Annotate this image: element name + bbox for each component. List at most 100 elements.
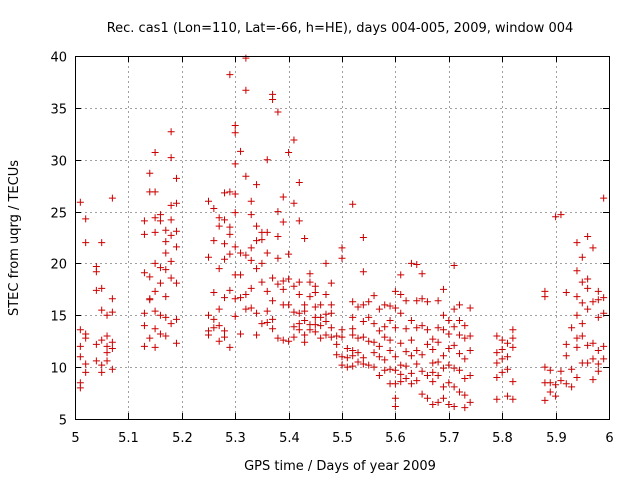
data-point xyxy=(375,353,383,361)
data-point xyxy=(82,360,90,368)
data-point xyxy=(594,313,602,321)
data-point xyxy=(493,374,501,382)
data-point xyxy=(237,294,245,302)
data-point xyxy=(76,326,84,334)
data-point xyxy=(140,269,148,277)
data-point xyxy=(418,270,426,278)
data-point xyxy=(450,403,458,411)
data-point xyxy=(338,333,346,341)
data-point xyxy=(509,334,517,342)
data-point xyxy=(573,311,581,319)
data-point xyxy=(221,189,229,197)
data-point xyxy=(391,353,399,361)
data-point xyxy=(439,364,447,372)
data-point xyxy=(231,295,239,303)
data-point xyxy=(455,301,463,309)
data-point xyxy=(359,318,367,326)
data-point xyxy=(242,54,250,62)
data-point xyxy=(541,293,549,301)
data-point xyxy=(504,353,512,361)
x-tick-label: 5.8 xyxy=(492,431,513,446)
data-point xyxy=(450,305,458,313)
data-point xyxy=(146,334,154,342)
data-point xyxy=(498,346,506,354)
data-point xyxy=(450,262,458,270)
data-point xyxy=(210,204,218,212)
data-point xyxy=(423,394,431,402)
data-point xyxy=(98,336,106,344)
data-point xyxy=(386,316,394,324)
data-point xyxy=(584,284,592,292)
data-point xyxy=(167,320,175,328)
data-point xyxy=(573,334,581,342)
data-point xyxy=(301,235,309,243)
data-point xyxy=(263,156,271,164)
data-point xyxy=(247,256,255,264)
data-point xyxy=(434,371,442,379)
data-point xyxy=(391,366,399,374)
data-point xyxy=(402,375,410,383)
data-point xyxy=(455,388,463,396)
data-point xyxy=(349,362,357,370)
data-point xyxy=(317,301,325,309)
data-point xyxy=(429,335,437,343)
data-point xyxy=(429,368,437,376)
data-point xyxy=(557,211,565,219)
data-point xyxy=(573,267,581,275)
data-point xyxy=(413,324,421,332)
data-point xyxy=(156,264,164,272)
data-point xyxy=(167,201,175,209)
data-point xyxy=(418,390,426,398)
data-point xyxy=(327,301,335,309)
data-point xyxy=(439,394,447,402)
data-point xyxy=(253,331,261,339)
data-point xyxy=(600,309,608,317)
data-point xyxy=(205,331,212,339)
data-point xyxy=(413,347,421,355)
data-point xyxy=(338,254,346,262)
data-point xyxy=(397,291,405,299)
data-point xyxy=(253,222,261,230)
data-point xyxy=(359,301,367,309)
data-point xyxy=(343,354,351,362)
data-point xyxy=(108,344,116,352)
data-point xyxy=(231,243,239,251)
data-point xyxy=(231,312,239,320)
data-point xyxy=(103,342,111,350)
data-point xyxy=(600,355,608,363)
data-point xyxy=(162,249,170,257)
data-point xyxy=(231,209,239,217)
data-point xyxy=(493,359,501,367)
data-point xyxy=(285,148,293,156)
data-point xyxy=(215,265,223,273)
x-tick-label: 5.7 xyxy=(439,431,460,446)
data-point xyxy=(584,341,592,349)
data-point xyxy=(269,274,277,282)
data-point xyxy=(151,148,159,156)
data-point xyxy=(594,296,602,304)
data-point xyxy=(317,313,325,321)
data-point xyxy=(295,309,303,317)
data-point xyxy=(226,250,234,258)
data-point xyxy=(263,249,271,257)
data-point xyxy=(338,326,346,334)
data-point xyxy=(365,337,373,345)
data-point xyxy=(285,250,293,258)
data-point xyxy=(301,307,309,315)
data-point xyxy=(140,342,148,350)
data-point xyxy=(397,309,405,317)
data-point xyxy=(402,297,410,305)
data-point xyxy=(258,236,266,244)
data-point xyxy=(285,275,293,283)
data-point xyxy=(210,324,218,332)
data-point xyxy=(391,324,399,332)
data-point xyxy=(327,309,335,317)
chart-title: Rec. cas1 (Lon=110, Lat=-66, h=HE), days… xyxy=(107,21,574,36)
data-point xyxy=(210,288,218,296)
data-point xyxy=(504,365,512,373)
y-tick-label: 5 xyxy=(59,414,67,429)
data-point xyxy=(92,340,100,348)
data-point xyxy=(76,198,84,206)
data-point xyxy=(568,324,576,332)
data-point xyxy=(156,330,164,338)
